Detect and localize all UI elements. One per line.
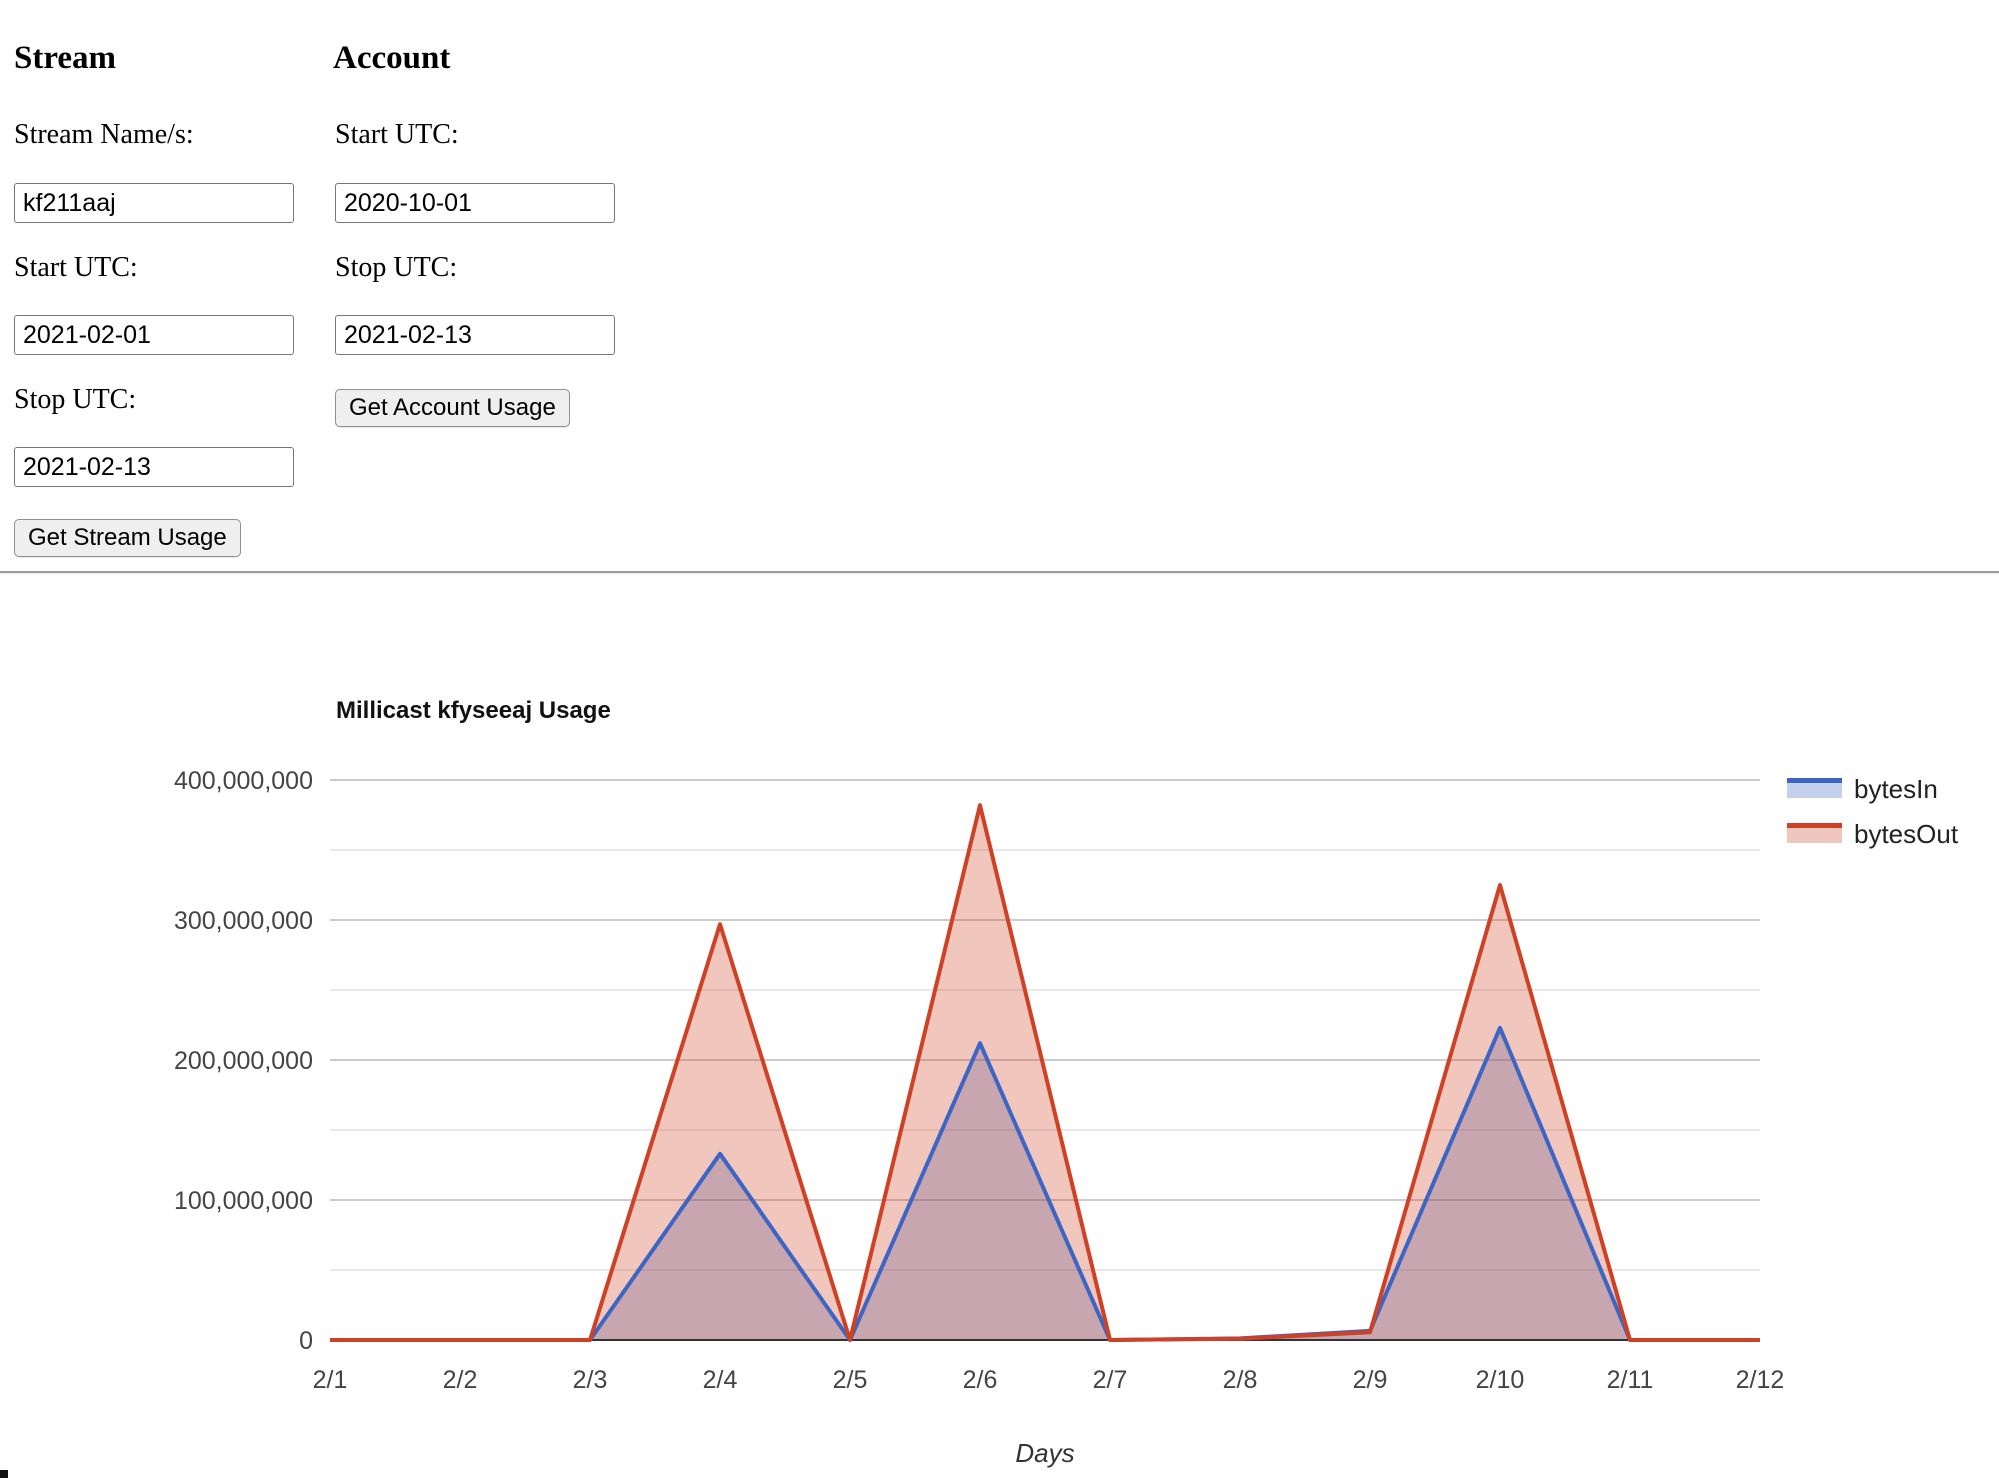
bytesOut-line <box>330 803 1760 1342</box>
x-axis-tick-label: 2/7 <box>1093 1366 1128 1394</box>
x-axis-tick-label: 2/11 <box>1607 1366 1654 1394</box>
account-start-utc-label: Start UTC: <box>335 119 459 150</box>
x-axis-tick-label: 2/8 <box>1223 1366 1258 1394</box>
x-axis-tick-label: 2/3 <box>573 1366 608 1394</box>
account-section-heading: Account <box>333 40 451 76</box>
stream-section-heading: Stream <box>14 40 117 76</box>
bytesOut-legend-swatch-fill <box>1787 828 1842 843</box>
stream-name-input[interactable] <box>14 183 294 223</box>
bytesOut-legend-label: bytesOut <box>1854 819 1959 849</box>
x-axis-title: Days <box>1015 1438 1074 1468</box>
y-axis-tick-label: 0 <box>299 1327 313 1355</box>
bytesOut-area-fill <box>330 805 1760 1340</box>
stream-start-utc-label: Start UTC: <box>14 252 138 283</box>
y-axis-tick-label: 100,000,000 <box>174 1187 313 1215</box>
bytesIn-area-fill <box>330 1027 1760 1340</box>
get-stream-usage-button[interactable]: Get Stream Usage <box>14 519 241 557</box>
chart-title: Millicast kfyseeaj Usage <box>336 697 611 724</box>
stream-name-label: Stream Name/s: <box>14 119 194 150</box>
x-axis-tick-label: 2/2 <box>443 1366 478 1394</box>
x-axis-tick-label: 2/6 <box>963 1366 998 1394</box>
y-axis-tick-label: 200,000,000 <box>174 1047 313 1075</box>
x-axis-tick-label: 2/4 <box>703 1366 738 1394</box>
x-axis-tick-label: 2/5 <box>833 1366 868 1394</box>
x-axis-tick-label: 2/10 <box>1476 1366 1525 1394</box>
y-axis-tick-label: 400,000,000 <box>174 767 313 795</box>
get-account-usage-button[interactable]: Get Account Usage <box>335 389 570 427</box>
bytesIn-legend-label: bytesIn <box>1854 774 1938 804</box>
stream-stop-utc-label: Stop UTC: <box>14 384 137 415</box>
account-stop-utc-label: Stop UTC: <box>335 252 458 283</box>
x-axis-tick-label: 2/1 <box>313 1366 348 1394</box>
y-axis-tick-label: 300,000,000 <box>174 907 313 935</box>
bytesOut-legend-swatch-line <box>1787 823 1842 828</box>
section-divider <box>0 571 1999 574</box>
x-axis-tick-label: 2/9 <box>1353 1366 1388 1394</box>
account-stop-utc-input[interactable] <box>335 315 615 355</box>
page-corner-artifact <box>0 1470 8 1478</box>
account-start-utc-input[interactable] <box>335 183 615 223</box>
bytesIn-legend-swatch-line <box>1787 778 1842 783</box>
stream-start-utc-input[interactable] <box>14 315 294 355</box>
stream-stop-utc-input[interactable] <box>14 447 294 487</box>
bytesIn-legend-swatch-fill <box>1787 783 1842 798</box>
x-axis-tick-label: 2/12 <box>1736 1366 1785 1394</box>
